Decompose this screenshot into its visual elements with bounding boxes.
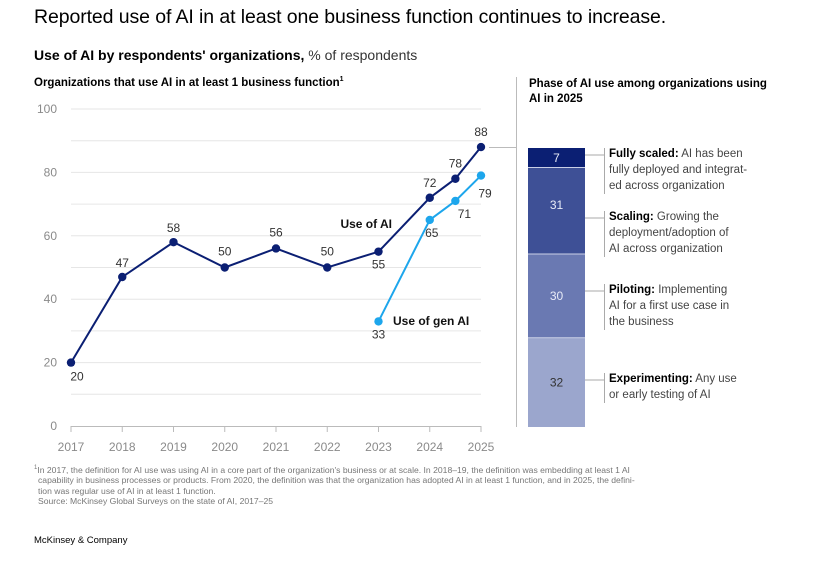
- gridlines: [71, 108, 481, 395]
- series-points: [66, 142, 486, 367]
- series-label-gen-ai: Use of gen AI: [393, 314, 469, 328]
- y-tick-label: 60: [44, 229, 58, 243]
- x-tick-label: 2024: [416, 440, 443, 454]
- segment-label-name: Scaling:: [609, 211, 654, 223]
- line-chart-heading-text: Organizations that use AI in at least 1 …: [34, 76, 340, 89]
- y-tick-label: 20: [44, 356, 58, 370]
- data-point: [425, 215, 434, 225]
- series-label-ai: Use of AI: [340, 217, 392, 231]
- y-tick-label: 40: [44, 292, 58, 306]
- data-label: 33: [372, 327, 386, 341]
- panel-divider: [489, 77, 517, 427]
- data-label: 78: [449, 157, 463, 171]
- data-label: 47: [116, 256, 130, 270]
- series-line-ai: [70, 146, 482, 364]
- footnote-line-3: tion was regular use of AI in at least 1…: [38, 485, 216, 496]
- line-chart-heading: Organizations that use AI in at least 1 …: [34, 76, 344, 89]
- y-axis-ticks: 0 20 40 60 80 100: [37, 102, 57, 433]
- data-label: 50: [218, 245, 232, 259]
- bar-segment-scaling: [528, 167, 585, 255]
- bar-segment-fully-scaled: [528, 148, 585, 168]
- data-point: [425, 193, 434, 202]
- chart-title: Reported use of AI in at least one busin…: [34, 6, 667, 28]
- series-lines: [70, 146, 482, 364]
- segment-value: 7: [553, 151, 560, 165]
- data-label: 72: [423, 176, 437, 190]
- bar-segment-piloting: [528, 254, 585, 338]
- footnote-mark: 1: [339, 76, 344, 83]
- data-label: 58: [167, 221, 181, 235]
- data-point: [374, 247, 383, 256]
- bar-segment-experimenting: [528, 337, 585, 427]
- data-label: 79: [478, 187, 492, 201]
- data-label: 50: [321, 245, 335, 259]
- x-tick-label: 2020: [211, 440, 238, 454]
- y-tick-label: 0: [50, 419, 57, 433]
- segment-value: 30: [550, 289, 564, 303]
- chart-subtitle: Use of AI by respondents' organizations,…: [34, 47, 417, 63]
- brand-logo-text: McKinsey & Company: [34, 535, 128, 546]
- x-tick-label: 2021: [263, 440, 290, 454]
- segment-label-scaling: Scaling: Growing the deployment/adoption …: [609, 211, 729, 255]
- segment-label-experimenting: Experimenting: Any use or early testing o…: [609, 373, 737, 401]
- footnote-line-2: capability in business processes or prod…: [38, 475, 635, 486]
- data-label: 65: [425, 226, 439, 240]
- data-point: [451, 196, 460, 206]
- x-tick-label: 2023: [365, 440, 392, 454]
- segment-label-fully-scaled: Fully scaled: AI has been fully deployed …: [609, 148, 748, 192]
- y-tick-label: 100: [37, 102, 57, 116]
- data-point: [66, 358, 76, 367]
- x-tick-label: 2022: [314, 440, 341, 454]
- data-label: 71: [458, 207, 472, 221]
- data-label: 88: [474, 125, 488, 139]
- y-tick-label: 80: [44, 165, 58, 179]
- data-labels: 20 47 58 50 56 50 55 72 78 88 33 65 71 79: [70, 125, 492, 384]
- data-label: 56: [269, 225, 283, 239]
- data-point: [451, 174, 460, 183]
- data-label: 20: [70, 370, 84, 384]
- segment-label-name: Fully scaled:: [609, 148, 679, 160]
- x-tick-label: 2025: [468, 440, 495, 454]
- segment-label-name: Experimenting:: [609, 373, 693, 385]
- footnote: 1In 2017, the definition for AI use was …: [34, 463, 754, 507]
- data-point: [374, 317, 383, 326]
- data-point: [271, 244, 281, 253]
- data-point: [323, 263, 332, 272]
- data-point: [476, 171, 486, 180]
- segment-label-piloting: Piloting: Implementing AI for a first use…: [609, 284, 730, 328]
- x-axis: 2017 2018 2019 2020 2021 2022 2023 2024 2025: [58, 426, 495, 454]
- series-line-gen-ai: [377, 174, 482, 322]
- data-point: [169, 237, 178, 247]
- x-tick-label: 2018: [109, 440, 136, 454]
- segment-value: 32: [550, 375, 564, 389]
- data-point: [476, 142, 486, 152]
- segment-value: 31: [550, 198, 564, 212]
- subtitle-bold: Use of AI by respondents' organizations,: [34, 47, 305, 63]
- source-line: Source: McKinsey Global Surveys on the s…: [38, 496, 274, 507]
- bar-chart-heading: Phase of AI use among organizations usin…: [529, 78, 767, 105]
- stacked-bar: 7 31 30 32: [528, 148, 605, 427]
- series-labels: Use of AI Use of gen AI: [340, 217, 469, 328]
- x-tick-label: 2017: [58, 440, 85, 454]
- x-tick-label: 2019: [160, 440, 187, 454]
- segment-label-name: Piloting:: [609, 284, 655, 296]
- data-label: 55: [372, 258, 386, 272]
- footnote-line-1: 1In 2017, the definition for AI use was …: [34, 464, 630, 475]
- data-point: [118, 272, 127, 282]
- subtitle-unit: % of respondents: [304, 47, 418, 63]
- data-point: [220, 263, 229, 272]
